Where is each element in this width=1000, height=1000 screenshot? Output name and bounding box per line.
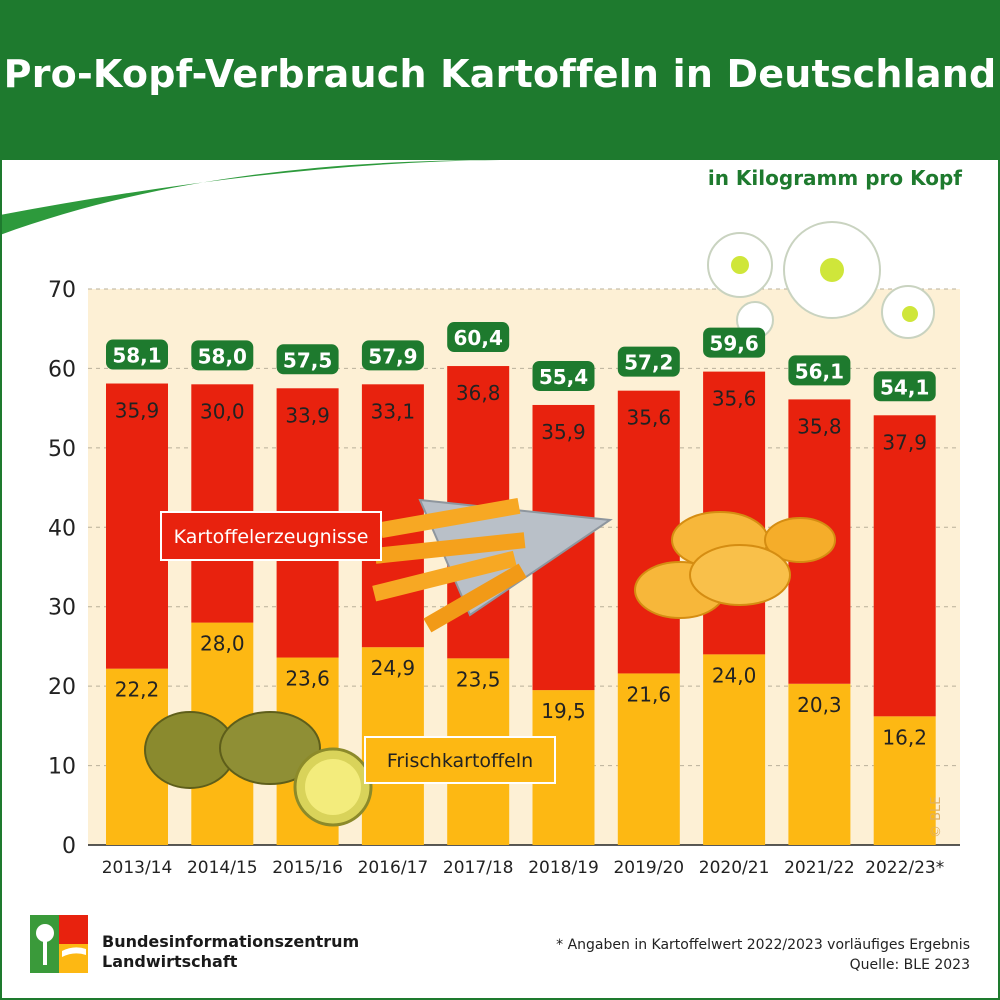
legend-label-frischkartoffeln: Frischkartoffeln [387,750,533,772]
bar-frischkartoffeln [617,673,680,845]
data-label-kartoffelerzeugnisse: 33,1 [371,399,416,423]
y-tick-label: 60 [48,357,76,382]
fries-icon [372,497,613,633]
x-tick-label: 2016/17 [358,858,429,878]
footnote-text: * Angaben in Kartoffelwert 2022/2023 vor… [556,937,970,953]
x-tick-label: 2019/20 [613,858,684,878]
unit-label: in Kilogramm pro Kopf [707,166,962,190]
y-tick-label: 30 [48,596,76,621]
potatoes-icon [144,711,373,827]
y-tick-label: 0 [62,834,76,859]
data-label-kartoffelerzeugnisse: 30,0 [200,399,245,423]
data-label-kartoffelerzeugnisse: 35,6 [627,406,672,430]
data-label-frischkartoffeln: 24,9 [371,656,416,680]
data-label-kartoffelerzeugnisse: 36,8 [456,381,501,405]
total-badge [788,355,851,386]
total-badge [106,339,168,370]
total-badge [703,327,766,358]
x-tick-label: 2014/15 [187,858,258,878]
total-badge [361,340,424,371]
y-tick-label: 20 [48,675,76,700]
publisher-name: Bundesinformationszentrum Landwirtschaft [102,932,359,972]
publisher-line1: Bundesinformationszentrum [102,932,360,951]
total-label: 58,1 [112,344,161,368]
copyright-label: © BLE [929,796,944,838]
bar-kartoffelerzeugnisse [617,390,680,674]
total-label: 58,0 [198,344,247,368]
x-tick-label: 2015/16 [272,858,343,878]
total-label: 60,4 [454,326,503,350]
x-tick-label: 2013/14 [102,858,173,878]
potato-flower-icon [707,221,935,339]
data-label-kartoffelerzeugnisse: 35,9 [541,420,586,444]
bar-frischkartoffeln [788,683,851,845]
y-tick-label: 40 [48,516,76,541]
total-label: 57,5 [283,348,332,372]
legend-label-kartoffelerzeugnisse: Kartoffelerzeugnisse [174,526,369,548]
x-tick-label: 2018/19 [528,858,599,878]
total-label: 57,9 [368,344,417,368]
total-label: 56,1 [795,359,844,383]
ble-logo [30,915,88,973]
header-swoosh [0,140,1000,235]
data-label-kartoffelerzeugnisse: 35,6 [712,387,757,411]
x-tick-label: 2021/22 [784,858,855,878]
data-label-frischkartoffeln: 19,5 [541,699,586,723]
total-label: 55,4 [539,365,588,389]
total-badge [276,344,339,375]
data-label-frischkartoffeln: 24,0 [712,663,757,687]
bar-frischkartoffeln [703,654,766,845]
total-label: 54,1 [880,375,929,399]
x-tick-label: 2022/23* [865,858,944,878]
chart-title: Pro-Kopf-Verbrauch Kartoffeln in Deutsch… [3,52,997,96]
footnote: * Angaben in Kartoffelwert 2022/2023 vor… [556,935,970,975]
data-label-frischkartoffeln: 23,6 [285,667,330,691]
legend-box-frischkartoffeln [364,736,556,784]
data-label-frischkartoffeln: 28,0 [200,632,245,656]
data-label-kartoffelerzeugnisse: 37,9 [882,430,927,454]
total-badge [617,346,680,377]
y-tick-label: 50 [48,437,76,462]
bar-kartoffelerzeugnisse [106,383,168,669]
total-badge [191,340,254,371]
data-label-frischkartoffeln: 16,2 [882,725,927,749]
publisher-line2: Landwirtschaft [102,952,238,971]
y-tick-label: 10 [48,755,76,780]
x-tick-label: 2017/18 [443,858,514,878]
bar-kartoffelerzeugnisse [873,415,936,717]
total-label: 57,2 [624,351,673,375]
bar-frischkartoffeln [873,716,936,845]
data-label-frischkartoffeln: 21,6 [627,682,672,706]
total-label: 59,6 [709,332,758,356]
data-label-frischkartoffeln: 22,2 [115,678,160,702]
data-label-frischkartoffeln: 20,3 [797,693,842,717]
data-label-kartoffelerzeugnisse: 35,9 [115,399,160,423]
header-banner [0,0,1000,160]
total-badge [873,371,936,402]
data-label-kartoffelerzeugnisse: 33,9 [285,403,330,427]
data-label-frischkartoffeln: 23,5 [456,667,501,691]
legend-box-kartoffelerzeugnisse [160,511,382,561]
x-tick-label: 2020/21 [699,858,770,878]
bar-kartoffelerzeugnisse [191,384,254,623]
total-badge [447,322,510,353]
source-text: Quelle: BLE 2023 [849,957,970,973]
total-badge [532,360,595,391]
y-tick-label: 70 [48,278,76,303]
chips-icon [634,511,836,619]
data-label-kartoffelerzeugnisse: 35,8 [797,414,842,438]
